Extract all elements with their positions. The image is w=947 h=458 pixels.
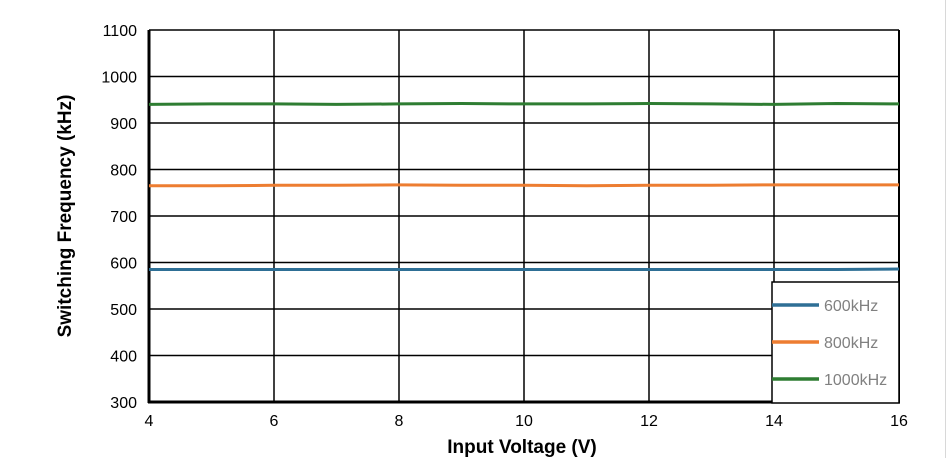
y-tick-label: 300 (110, 395, 137, 412)
x-tick-label: 8 (395, 413, 404, 430)
y-tick-label: 700 (110, 209, 137, 226)
x-tick-label: 6 (270, 413, 279, 430)
y-tick-label: 600 (110, 256, 137, 273)
y-tick-label: 1100 (103, 23, 138, 40)
x-tick-label: 12 (640, 413, 658, 430)
x-axis-title: Input Voltage (V) (447, 437, 597, 458)
y-tick-label: 400 (110, 349, 137, 366)
x-tick-label: 10 (515, 413, 533, 430)
series-line-800kHz (149, 183, 899, 188)
window-edge (945, 0, 946, 458)
y-tick-label: 800 (110, 163, 137, 180)
y-axis-title: Switching Frequency (kHz) (55, 95, 76, 338)
x-tick-label: 4 (145, 413, 154, 430)
series-line-1000kHz (148, 101, 900, 106)
y-tick-label: 900 (110, 116, 137, 133)
y-tick-label: 1000 (101, 70, 137, 87)
legend-label: 1000kHz (824, 372, 887, 389)
legend-label: 800kHz (824, 335, 878, 352)
y-tick-label: 500 (110, 302, 137, 319)
x-tick-label: 16 (890, 413, 908, 430)
x-tick-label: 14 (765, 413, 783, 430)
legend-label: 600kHz (824, 298, 878, 315)
